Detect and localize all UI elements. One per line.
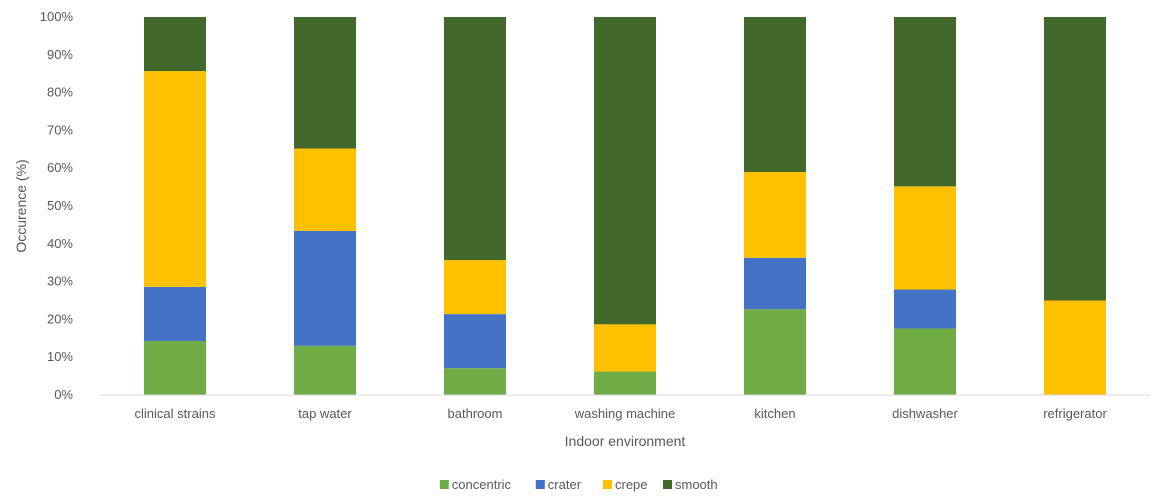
bar-segment-smooth — [744, 17, 806, 172]
bar-segment-crepe — [144, 71, 206, 287]
x-tick-label: washing machine — [574, 406, 675, 421]
y-axis-ticks: 0% 10% 20% 30% 40% 50% 60% 70% 80% 90% 100% — [40, 9, 74, 402]
x-tick-label: bathroom — [448, 406, 503, 421]
y-tick-label: 90% — [47, 47, 73, 62]
bar-segment-crater — [144, 286, 206, 341]
bar-segment-crepe — [894, 186, 956, 290]
legend-label-concentric: concentric — [452, 477, 512, 492]
bar-segment-concentric — [294, 345, 356, 395]
bar-segment-concentric — [894, 328, 956, 395]
legend-swatch-smooth — [663, 480, 672, 489]
bar-segment-crater — [894, 289, 956, 329]
y-tick-label: 30% — [47, 274, 73, 289]
y-tick-label: 70% — [47, 122, 73, 137]
legend-label-crepe: crepe — [615, 477, 648, 492]
y-tick-label: 0% — [54, 387, 73, 402]
bar-segment-crater — [444, 314, 506, 369]
bar-segment-smooth — [444, 17, 506, 261]
y-axis-title: Occurence (%) — [13, 159, 29, 252]
legend-swatch-crater — [535, 480, 545, 489]
bar-segment-crater — [744, 257, 806, 310]
x-tick-label: refrigerator — [1043, 406, 1107, 421]
legend-swatch-crepe — [603, 480, 612, 489]
y-tick-label: 50% — [47, 198, 73, 213]
y-tick-label: 60% — [47, 160, 73, 175]
y-tick-label: 20% — [47, 311, 73, 326]
x-tick-label: tap water — [298, 406, 352, 421]
x-tick-label: dishwasher — [892, 406, 958, 421]
x-tick-label: clinical strains — [135, 406, 216, 421]
y-tick-label: 10% — [47, 349, 73, 364]
legend-swatch-concentric — [439, 480, 449, 489]
bar-segment-concentric — [144, 340, 206, 395]
y-tick-label: 40% — [47, 236, 73, 251]
x-axis-title: Indoor environment — [565, 433, 686, 449]
legend: concentric crater crepe smooth — [439, 477, 718, 492]
bar-segment-smooth — [144, 17, 206, 72]
bar-segment-concentric — [444, 368, 506, 395]
bar-segment-smooth — [294, 17, 356, 149]
y-tick-label: 80% — [47, 85, 73, 100]
bar-segment-crepe — [744, 171, 806, 258]
bar-segment-smooth — [1044, 17, 1106, 301]
bar-segment-concentric — [594, 371, 656, 395]
bar-segment-crepe — [1044, 300, 1106, 395]
bar-segment-smooth — [894, 17, 956, 187]
bar-segment-crepe — [594, 324, 656, 372]
y-tick-label: 100% — [40, 9, 74, 24]
bar-segment-crater — [294, 230, 356, 346]
bar-segment-concentric — [744, 309, 806, 395]
plot-area — [144, 17, 1106, 395]
bar-segment-smooth — [594, 17, 656, 325]
x-axis-ticks: clinical strains tap water bathroom washing… — [135, 406, 1108, 421]
legend-label-smooth: smooth — [675, 477, 718, 492]
legend-label-crater: crater — [548, 477, 582, 492]
bar-segment-crepe — [294, 148, 356, 231]
x-tick-label: kitchen — [754, 406, 795, 421]
bar-segment-crepe — [444, 260, 506, 315]
